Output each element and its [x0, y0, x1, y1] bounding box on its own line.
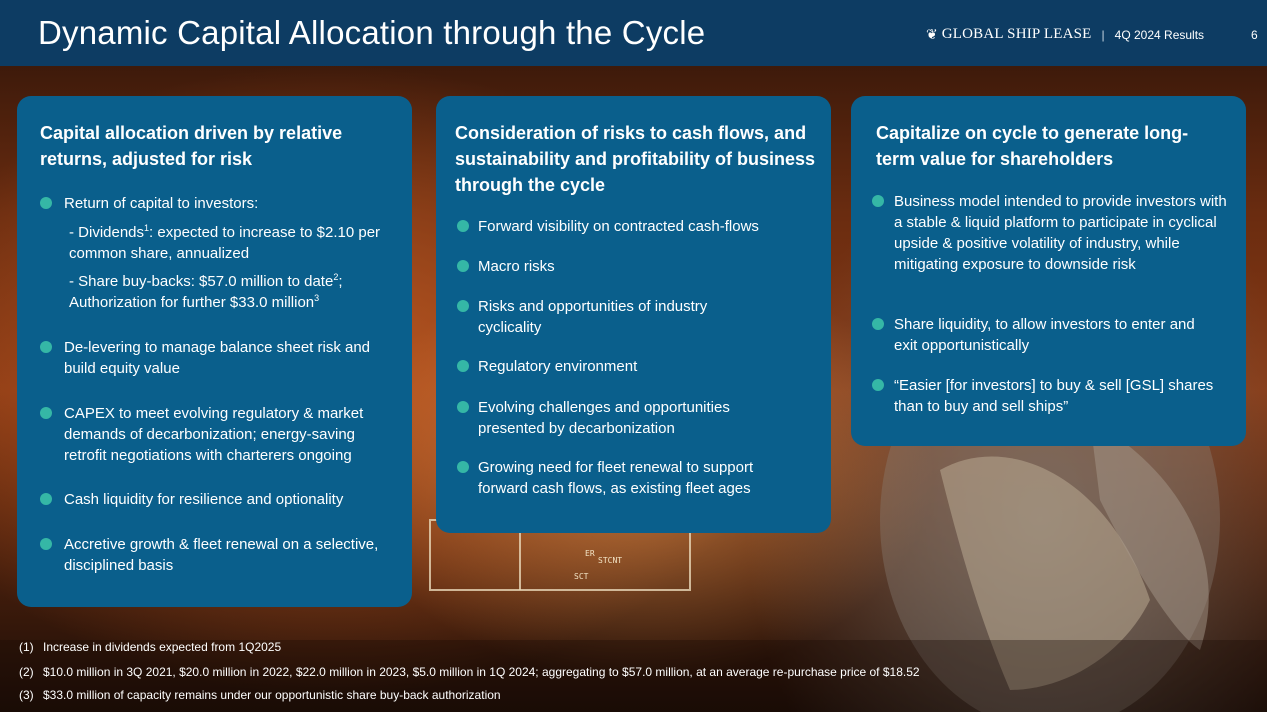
page-number: 6: [1251, 28, 1258, 42]
card-capital-allocation: Capital allocation driven by relative re…: [17, 96, 412, 607]
sub-item-buybacks: - Share buy-backs: $57.0 million to date…: [69, 272, 343, 312]
card-heading: Consideration of risks to cash flows, an…: [455, 123, 816, 195]
bullet-dot-icon: [40, 341, 52, 353]
bullet-dot-icon: [457, 260, 469, 272]
list-item: CAPEX to meet evolving regulatory & mark…: [64, 405, 364, 464]
company-logo: ❦ GLOBAL SHIP LEASE | 4Q 2024 Results: [926, 26, 1204, 43]
ship-lease-logo-icon: ❦: [926, 26, 938, 43]
footnote-text: $33.0 million of capacity remains under …: [43, 688, 501, 702]
hull-mark-sct: SCT: [574, 572, 589, 581]
list-item: Cash liquidity for resilience and option…: [64, 491, 344, 508]
list-item: De-levering to manage balance sheet risk…: [64, 339, 371, 377]
bullet-dot-icon: [40, 197, 52, 209]
results-label: 4Q 2024 Results: [1114, 27, 1205, 42]
list-item: Return of capital to investors:: [64, 195, 259, 212]
sub-item-dividends: - Dividends1: expected to increase to $2…: [69, 223, 381, 263]
bullet-dot-icon: [40, 538, 52, 550]
header-separator: |: [1101, 27, 1105, 42]
bullet-dot-icon: [872, 318, 884, 330]
hull-mark-stcnt: STCNT: [598, 556, 622, 565]
bullet-dot-icon: [872, 379, 884, 391]
bullet-dot-icon: [872, 195, 884, 207]
list-item: Macro risks: [478, 258, 555, 275]
list-item: Growing need for fleet renewal to suppor…: [478, 459, 754, 497]
footnote-3: (3) $33.0 million of capacity remains und…: [19, 688, 501, 702]
footnote-2: (2) $10.0 million in 3Q 2021, $20.0 milli…: [19, 665, 920, 679]
list-item: Share liquidity, to allow investors to e…: [894, 316, 1195, 354]
card-heading: Capital allocation driven by relative re…: [40, 123, 343, 169]
list-item: Risks and opportunities of industry cycl…: [478, 298, 708, 336]
card-capitalize-cycle: Capitalize on cycle to generate long-ter…: [851, 96, 1246, 446]
list-item: Evolving challenges and opportunities pr…: [478, 399, 730, 437]
list-item: Accretive growth & fleet renewal on a se…: [64, 536, 379, 574]
card-heading: Capitalize on cycle to generate long-ter…: [876, 123, 1189, 169]
list-item: Regulatory environment: [478, 358, 638, 375]
card-risk-consideration: Consideration of risks to cash flows, an…: [436, 96, 831, 533]
bullet-dot-icon: [40, 493, 52, 505]
bullet-dot-icon: [457, 461, 469, 473]
footnote-number: (2): [19, 665, 34, 679]
list-item: Forward visibility on contracted cash-fl…: [478, 218, 759, 235]
slide-header: Dynamic Capital Allocation through the C…: [0, 0, 1267, 66]
slide-title: Dynamic Capital Allocation through the C…: [38, 14, 706, 51]
bullet-dot-icon: [457, 300, 469, 312]
logo-text: GLOBAL SHIP LEASE: [941, 26, 1092, 42]
footnote-text: $10.0 million in 3Q 2021, $20.0 million …: [43, 665, 920, 679]
hull-mark-er: ER: [585, 549, 595, 558]
footnote-number: (1): [19, 640, 34, 654]
list-item: “Easier [for investors] to buy & sell [G…: [894, 377, 1214, 415]
footnote-number: (3): [19, 688, 34, 702]
bullet-dot-icon: [457, 360, 469, 372]
list-item: Business model intended to provide inves…: [894, 193, 1227, 273]
footnote-1: (1) Increase in dividends expected from 1…: [19, 640, 281, 654]
footnote-text: Increase in dividends expected from 1Q20…: [43, 640, 282, 654]
bullet-dot-icon: [40, 407, 52, 419]
bullet-dot-icon: [457, 401, 469, 413]
bullet-dot-icon: [457, 220, 469, 232]
